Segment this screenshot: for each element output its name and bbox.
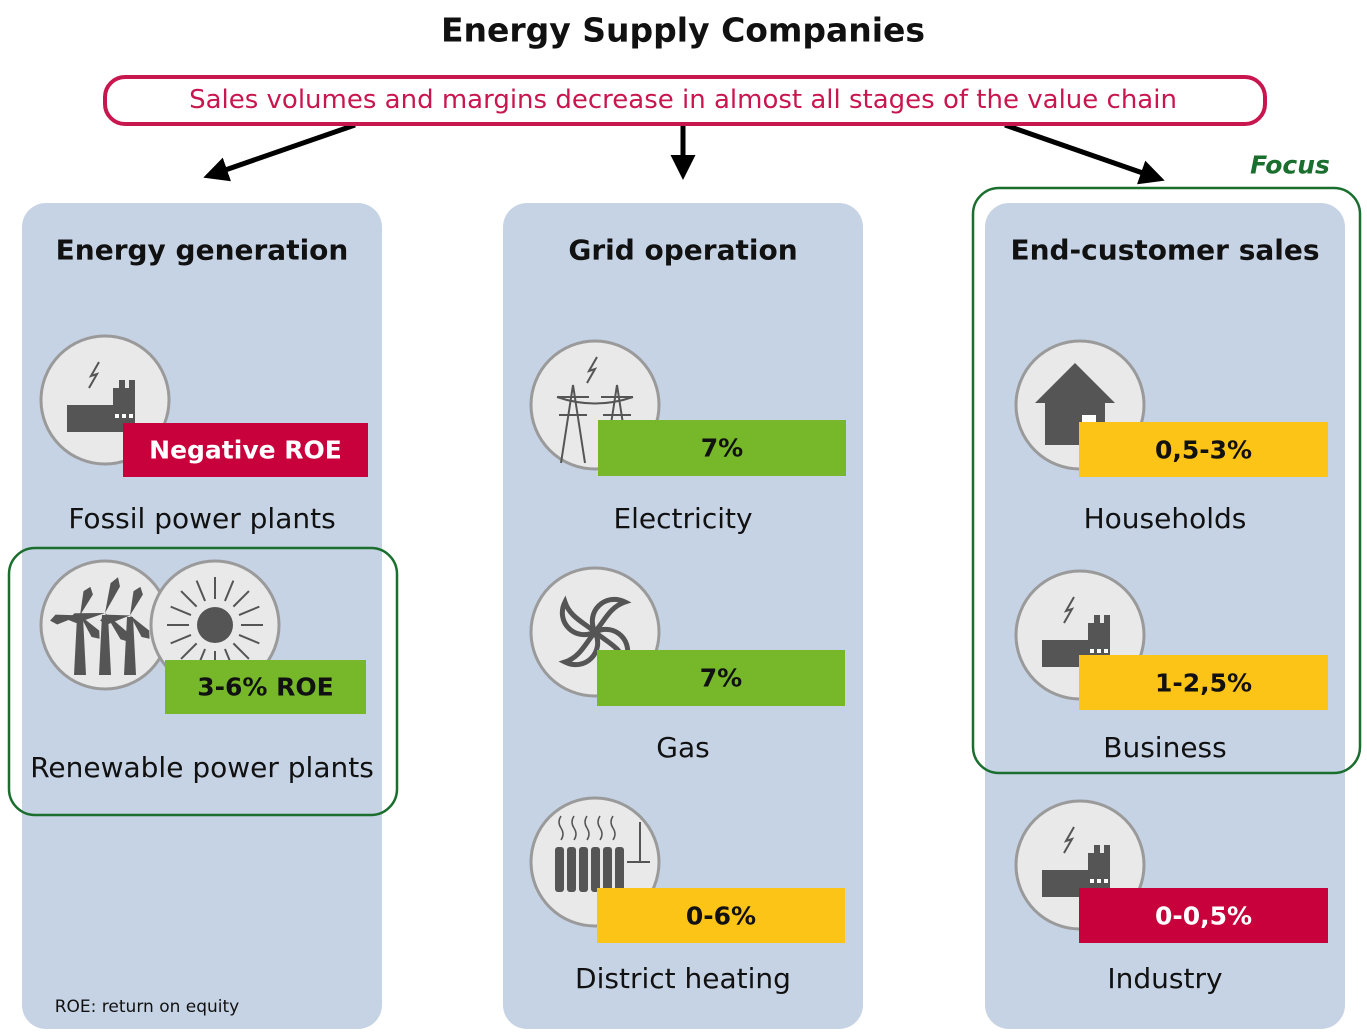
icon-window xyxy=(122,414,126,418)
item-label: Industry xyxy=(1107,962,1223,995)
highlight-frame xyxy=(7,546,399,817)
icon-ray xyxy=(238,605,260,616)
icon-tower xyxy=(74,617,86,675)
icon-ray xyxy=(195,580,206,602)
badge-text: 0,5-3% xyxy=(1154,435,1253,464)
footnote: ROE: return on equity xyxy=(54,997,240,1017)
item-label: Gas xyxy=(656,731,710,764)
icon-window xyxy=(1104,649,1108,653)
icon-window xyxy=(1090,879,1094,883)
icon-bolt xyxy=(1063,596,1075,624)
icon xyxy=(1042,596,1110,667)
badge xyxy=(597,888,845,943)
badge-text: 0-6% xyxy=(685,901,757,930)
item-label: Business xyxy=(1103,731,1227,764)
icon-ray xyxy=(170,605,192,616)
icon-pylon xyxy=(557,384,589,464)
item-label: Renewable power plants xyxy=(30,751,374,784)
icon-window xyxy=(115,414,119,418)
badge xyxy=(598,420,846,476)
icon-pipe xyxy=(627,822,650,863)
item-label: District heating xyxy=(575,962,791,995)
icon-fin xyxy=(567,847,576,892)
icon-window xyxy=(1097,879,1101,883)
icon-fin xyxy=(603,847,612,892)
icon-ray xyxy=(232,642,250,660)
badge xyxy=(165,660,366,714)
icon-ray xyxy=(180,642,198,660)
badge xyxy=(123,423,368,477)
icon-ray xyxy=(170,634,192,645)
icon-fin xyxy=(591,847,600,892)
icon-wire xyxy=(556,396,634,405)
badge xyxy=(1079,655,1328,710)
badge-text: 7% xyxy=(699,663,743,693)
icon-ray xyxy=(238,634,260,645)
focus-frame xyxy=(971,186,1362,775)
icon-bolt xyxy=(1063,826,1075,854)
badge-text: 3-6% ROE xyxy=(197,672,334,702)
icon-ray xyxy=(180,590,198,608)
badge-text: Negative ROE xyxy=(149,435,342,465)
item-label: Households xyxy=(1083,502,1247,535)
item-label: Electricity xyxy=(613,502,753,535)
badge xyxy=(1079,422,1328,477)
icon-bolt xyxy=(88,361,100,389)
column-title: Energy generation xyxy=(55,233,349,267)
icon-blade xyxy=(79,615,100,639)
icon-fin xyxy=(579,847,588,892)
badge-text: 0-0,5% xyxy=(1154,901,1253,930)
icon-window xyxy=(1097,649,1101,653)
arrow xyxy=(1004,122,1165,185)
icon-steam xyxy=(558,815,564,841)
icon-factory xyxy=(1042,615,1110,667)
column-title: Grid operation xyxy=(568,233,798,267)
icon xyxy=(50,577,150,675)
icon-steam xyxy=(610,815,616,841)
column-title: End-customer sales xyxy=(1010,233,1320,267)
icon-steam xyxy=(597,815,603,841)
icon-factory xyxy=(67,380,135,432)
icon xyxy=(67,361,135,432)
icon xyxy=(1042,826,1110,897)
icon-sun xyxy=(197,607,233,643)
icon-blade xyxy=(559,595,600,638)
icon-window xyxy=(1104,879,1108,883)
icon-steam xyxy=(584,815,590,841)
item-label: Fossil power plants xyxy=(68,502,336,535)
icon-blade xyxy=(129,586,143,616)
title: Energy Supply Companies xyxy=(440,10,926,50)
icon-blade xyxy=(100,614,131,625)
icon-tower xyxy=(124,617,136,675)
icon xyxy=(167,577,263,673)
icon-blade xyxy=(79,586,93,616)
icon-blade xyxy=(105,577,120,613)
icon-window xyxy=(129,414,133,418)
icon-window xyxy=(1090,649,1094,653)
icon-ray xyxy=(232,590,250,608)
icon-bolt xyxy=(586,356,598,384)
badge xyxy=(597,650,845,706)
icon-blade xyxy=(67,613,105,624)
subtitle: Sales volumes and margins decrease in al… xyxy=(189,85,1177,115)
icon-steam xyxy=(571,815,577,841)
icon xyxy=(556,356,634,464)
icon-blade xyxy=(558,627,601,668)
icon-fin xyxy=(615,847,624,892)
arrow xyxy=(203,122,356,182)
badge xyxy=(1079,888,1328,943)
icon-blade xyxy=(589,596,632,637)
icon-fin xyxy=(555,847,564,892)
badge-text: 7% xyxy=(700,433,744,463)
icon-factory xyxy=(1042,845,1110,897)
focus-label: Focus xyxy=(1250,150,1330,180)
subtitle-box xyxy=(103,75,1267,126)
icon xyxy=(555,815,650,892)
badge-text: 1-2,5% xyxy=(1154,668,1253,697)
icon-tower xyxy=(99,615,111,675)
icon-blade xyxy=(129,615,150,639)
icon-ray xyxy=(224,580,235,602)
